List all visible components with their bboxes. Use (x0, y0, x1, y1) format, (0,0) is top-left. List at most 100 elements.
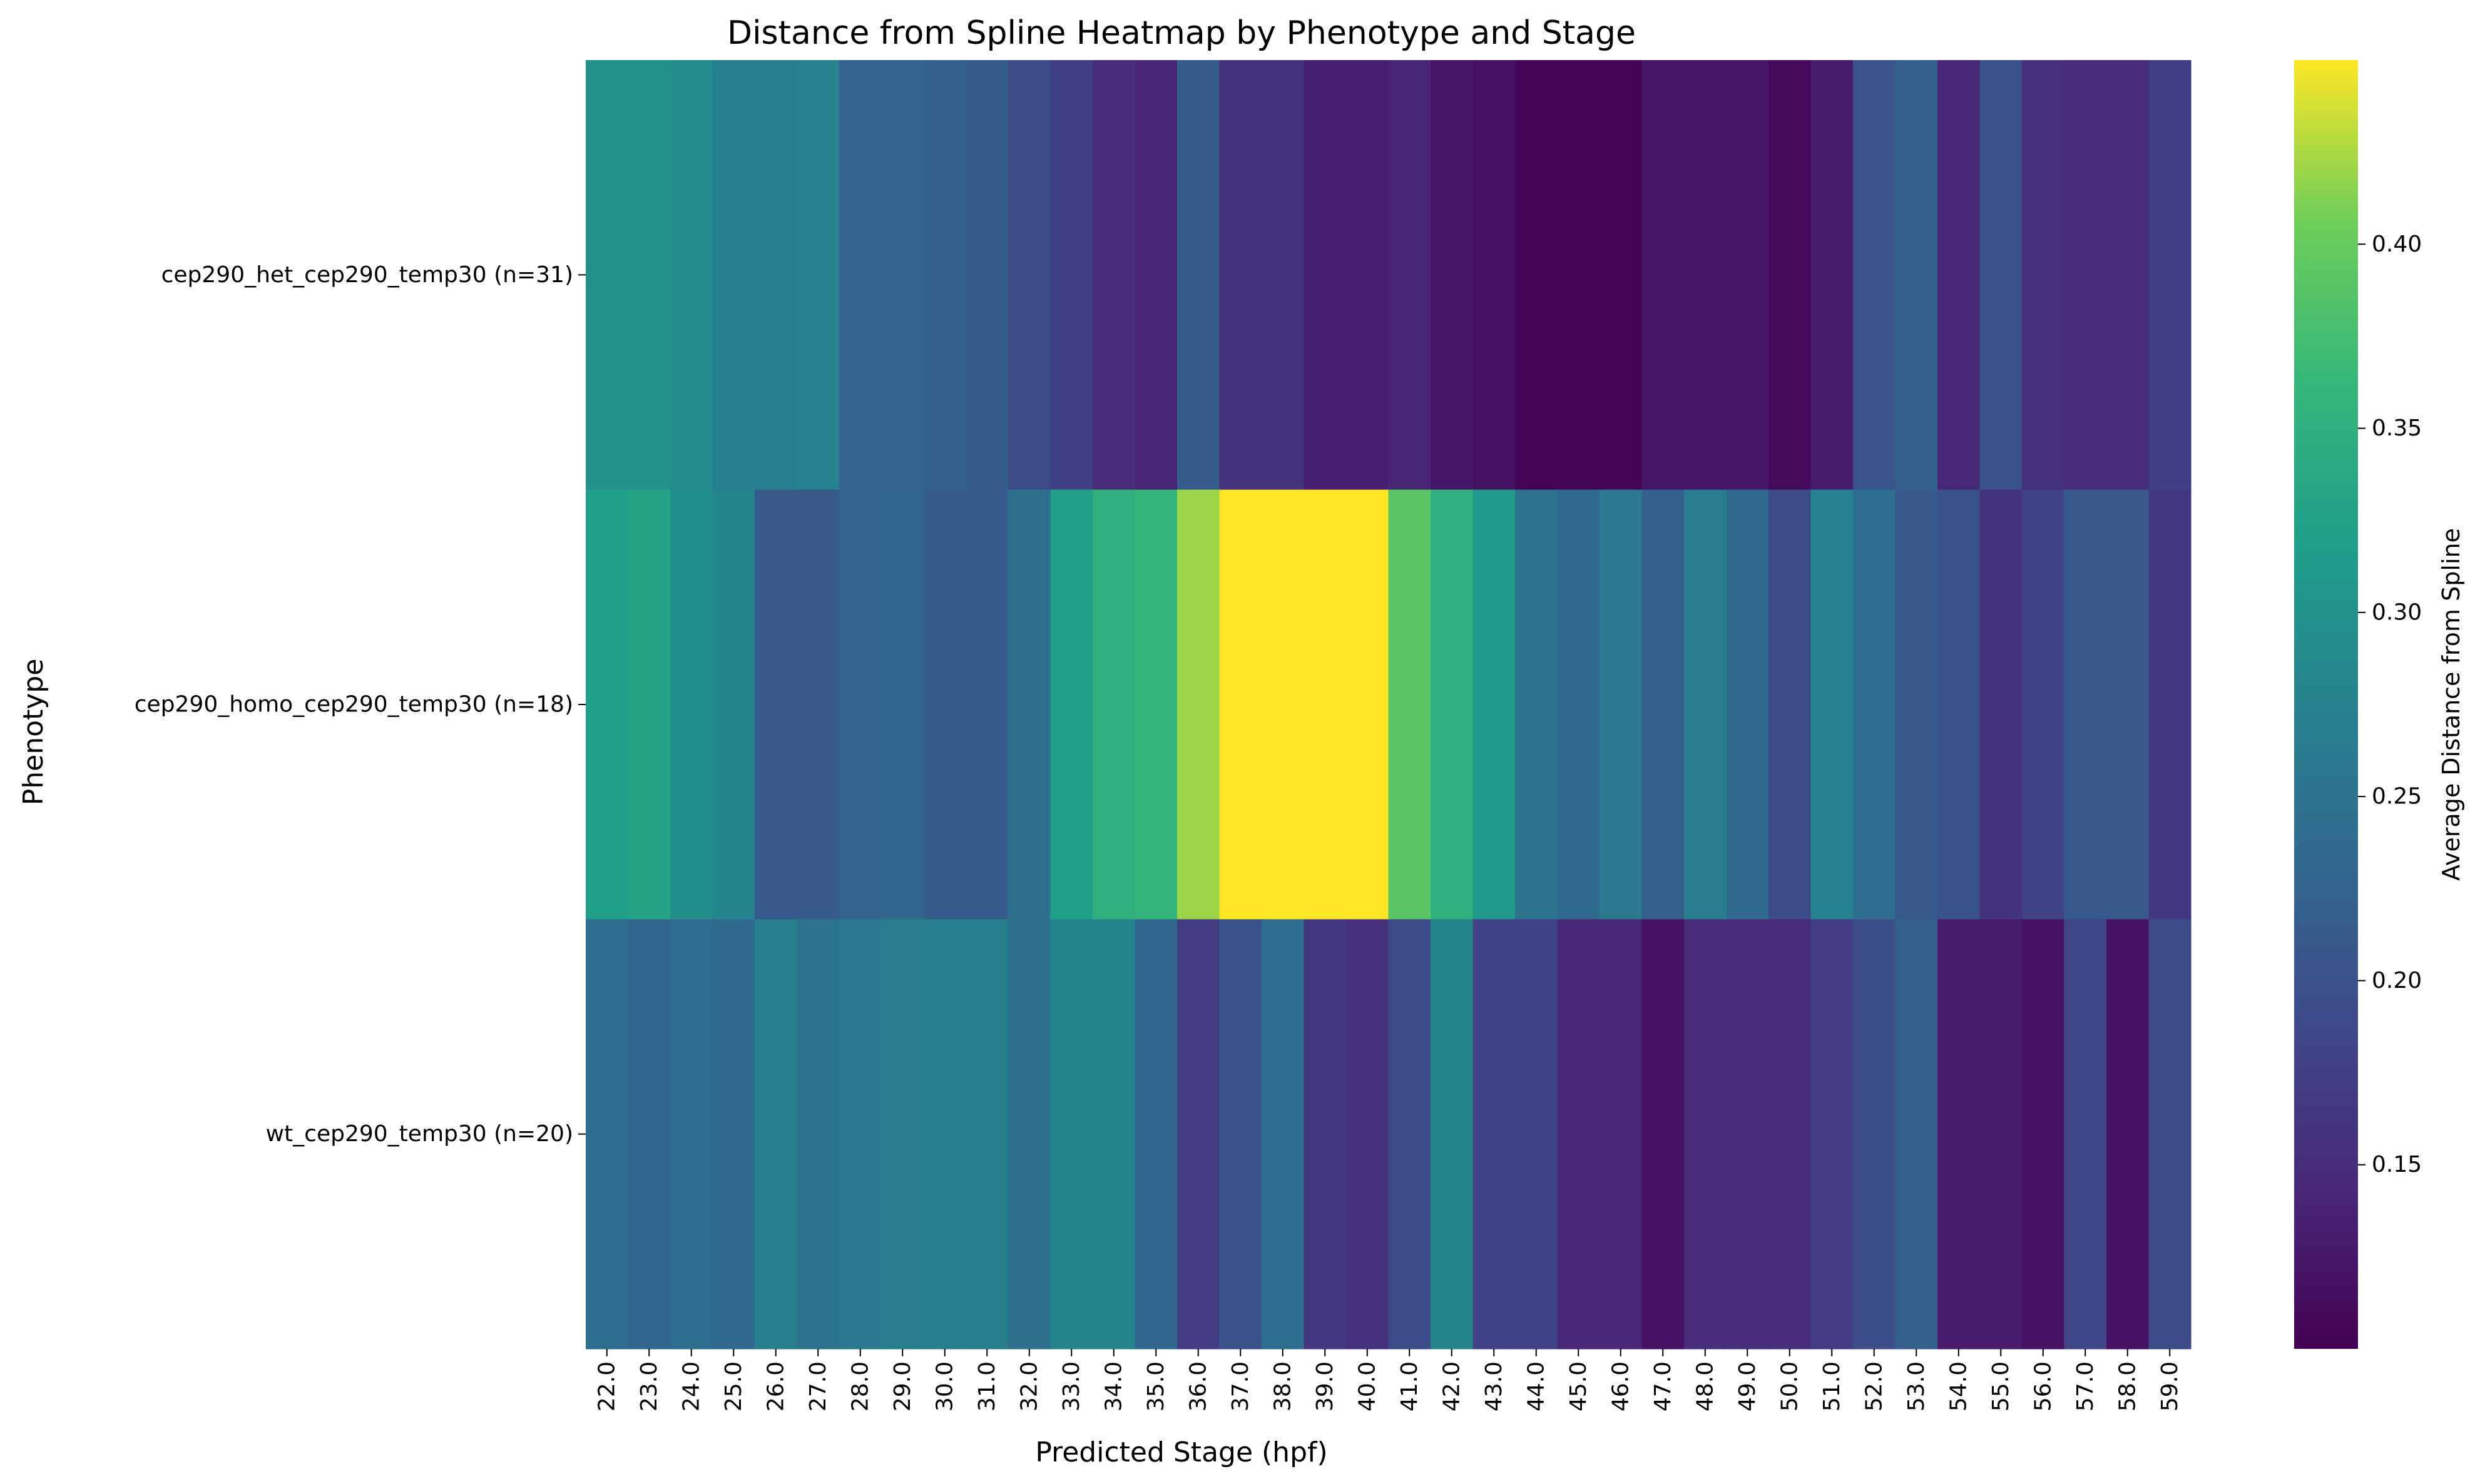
heatmap-cell (1135, 489, 1178, 920)
x-tick-label: 45.0 (1566, 1361, 1591, 1411)
heatmap-cell (881, 489, 924, 920)
heatmap-cell (1768, 919, 1812, 1349)
heatmap-cell (712, 489, 755, 920)
heatmap-cell (1050, 489, 1093, 920)
x-tick-label: 51.0 (1819, 1361, 1845, 1411)
heatmap-cell (2022, 919, 2065, 1349)
heatmap-cell (1557, 489, 1600, 920)
heatmap-cell (628, 919, 671, 1349)
heatmap-cell (839, 60, 882, 490)
x-tick-label: 31.0 (974, 1361, 1000, 1411)
heatmap-cell (1557, 919, 1600, 1349)
heatmap-cell (1979, 60, 2023, 490)
x-tick-label: 56.0 (2030, 1361, 2056, 1411)
colorbar (2294, 60, 2358, 1349)
x-tick-label: 41.0 (1397, 1361, 1422, 1411)
x-axis-ticks: 22.0 23.0 24.0 25.0 26.0 27.0 28.0 29.0 30.0 31.0… (594, 1349, 2183, 1411)
colorbar-tick-label: 0.20 (2372, 968, 2422, 994)
y-tick-label: cep290_homo_cep290_temp30 (n=18) (135, 692, 573, 718)
colorbar-tick-label: 0.25 (2372, 784, 2422, 810)
x-tick-label: 44.0 (1523, 1361, 1549, 1411)
heatmap-cell (2106, 489, 2150, 920)
heatmap-cell (2064, 60, 2107, 490)
heatmap-cell (1262, 489, 1305, 920)
heatmap-cell (1937, 60, 1981, 490)
heatmap-cell (1262, 919, 1305, 1349)
heatmap-cell (1641, 60, 1685, 490)
heatmap-cell (1684, 60, 1727, 490)
chart-title: Distance from Spline Heatmap by Phenotyp… (727, 14, 1636, 52)
heatmap-cell (1431, 919, 1474, 1349)
heatmap-cell (628, 489, 671, 920)
heatmap-cell (1895, 489, 1938, 920)
x-tick-label: 37.0 (1228, 1361, 1253, 1411)
heatmap-cell (670, 919, 713, 1349)
heatmap-cell (1853, 60, 1896, 490)
x-tick-label: 58.0 (2115, 1361, 2140, 1411)
y-tick-label: wt_cep290_temp30 (n=20) (266, 1121, 573, 1147)
heatmap-cell (1853, 489, 1896, 920)
x-tick-label: 52.0 (1861, 1361, 1887, 1411)
heatmap-cell (924, 919, 967, 1349)
heatmap-cell (1472, 919, 1516, 1349)
x-tick-label: 36.0 (1185, 1361, 1211, 1411)
colorbar-tick-label: 0.15 (2372, 1152, 2422, 1177)
heatmap-cell (1515, 489, 1558, 920)
heatmap-cell (1810, 919, 1854, 1349)
heatmap-cell (797, 919, 840, 1349)
heatmap-cell (586, 60, 629, 490)
heatmap-cell (924, 60, 967, 490)
heatmap-cell (1726, 60, 1769, 490)
heatmap-cell (1895, 919, 1938, 1349)
x-tick-label: 34.0 (1101, 1361, 1126, 1411)
heatmap-cell (1937, 919, 1981, 1349)
x-tick-label: 26.0 (763, 1361, 788, 1411)
heatmap-cell (1853, 919, 1896, 1349)
heatmap-cell (1600, 60, 1643, 490)
heatmap-cell (1557, 60, 1600, 490)
heatmap-cell (1810, 489, 1854, 920)
heatmap-cell (1050, 60, 1093, 490)
colorbar-tick-label: 0.35 (2372, 415, 2422, 441)
x-tick-label: 54.0 (1946, 1361, 1971, 1411)
x-axis-label: Predicted Stage (hpf) (1035, 1436, 1327, 1468)
heatmap-cell (1895, 60, 1938, 490)
y-axis-label: Phenotype (18, 659, 49, 806)
heatmap-cell (1008, 489, 1051, 920)
heatmap-cell (2106, 919, 2150, 1349)
heatmap-cell (797, 60, 840, 490)
heatmap-cell (1050, 919, 1093, 1349)
heatmap-cell (1684, 919, 1727, 1349)
heatmap-cell (755, 919, 798, 1349)
x-tick-label: 40.0 (1354, 1361, 1380, 1411)
heatmap-cell (586, 489, 629, 920)
heatmap-cell (839, 489, 882, 920)
heatmap-cell (1768, 489, 1812, 920)
heatmap-cell (1810, 60, 1854, 490)
heatmap-cell (1304, 60, 1347, 490)
heatmap-cell (1600, 919, 1643, 1349)
heatmap-cell (2064, 489, 2107, 920)
heatmap-cell (1472, 489, 1516, 920)
heatmap-cell (1515, 60, 1558, 490)
x-tick-label: 38.0 (1270, 1361, 1295, 1411)
heatmap-cell (1219, 919, 1262, 1349)
heatmap-cell (712, 919, 755, 1349)
heatmap-cell (1346, 489, 1389, 920)
x-tick-label: 39.0 (1312, 1361, 1338, 1411)
heatmap-cell (1346, 919, 1389, 1349)
heatmap-cell (1979, 489, 2023, 920)
heatmap-cell (1641, 919, 1685, 1349)
heatmap-cell (2148, 489, 2192, 920)
x-tick-label: 35.0 (1143, 1361, 1169, 1411)
heatmap-cell (966, 489, 1009, 920)
heatmap-cell (1937, 489, 1981, 920)
x-tick-label: 57.0 (2073, 1361, 2098, 1411)
x-tick-label: 53.0 (1904, 1361, 1929, 1411)
heatmap-cell (2022, 489, 2065, 920)
x-tick-label: 48.0 (1692, 1361, 1718, 1411)
x-tick-label: 32.0 (1016, 1361, 1042, 1411)
heatmap-cell (881, 919, 924, 1349)
y-tick-label: cep290_het_cep290_temp30 (n=31) (161, 262, 573, 288)
